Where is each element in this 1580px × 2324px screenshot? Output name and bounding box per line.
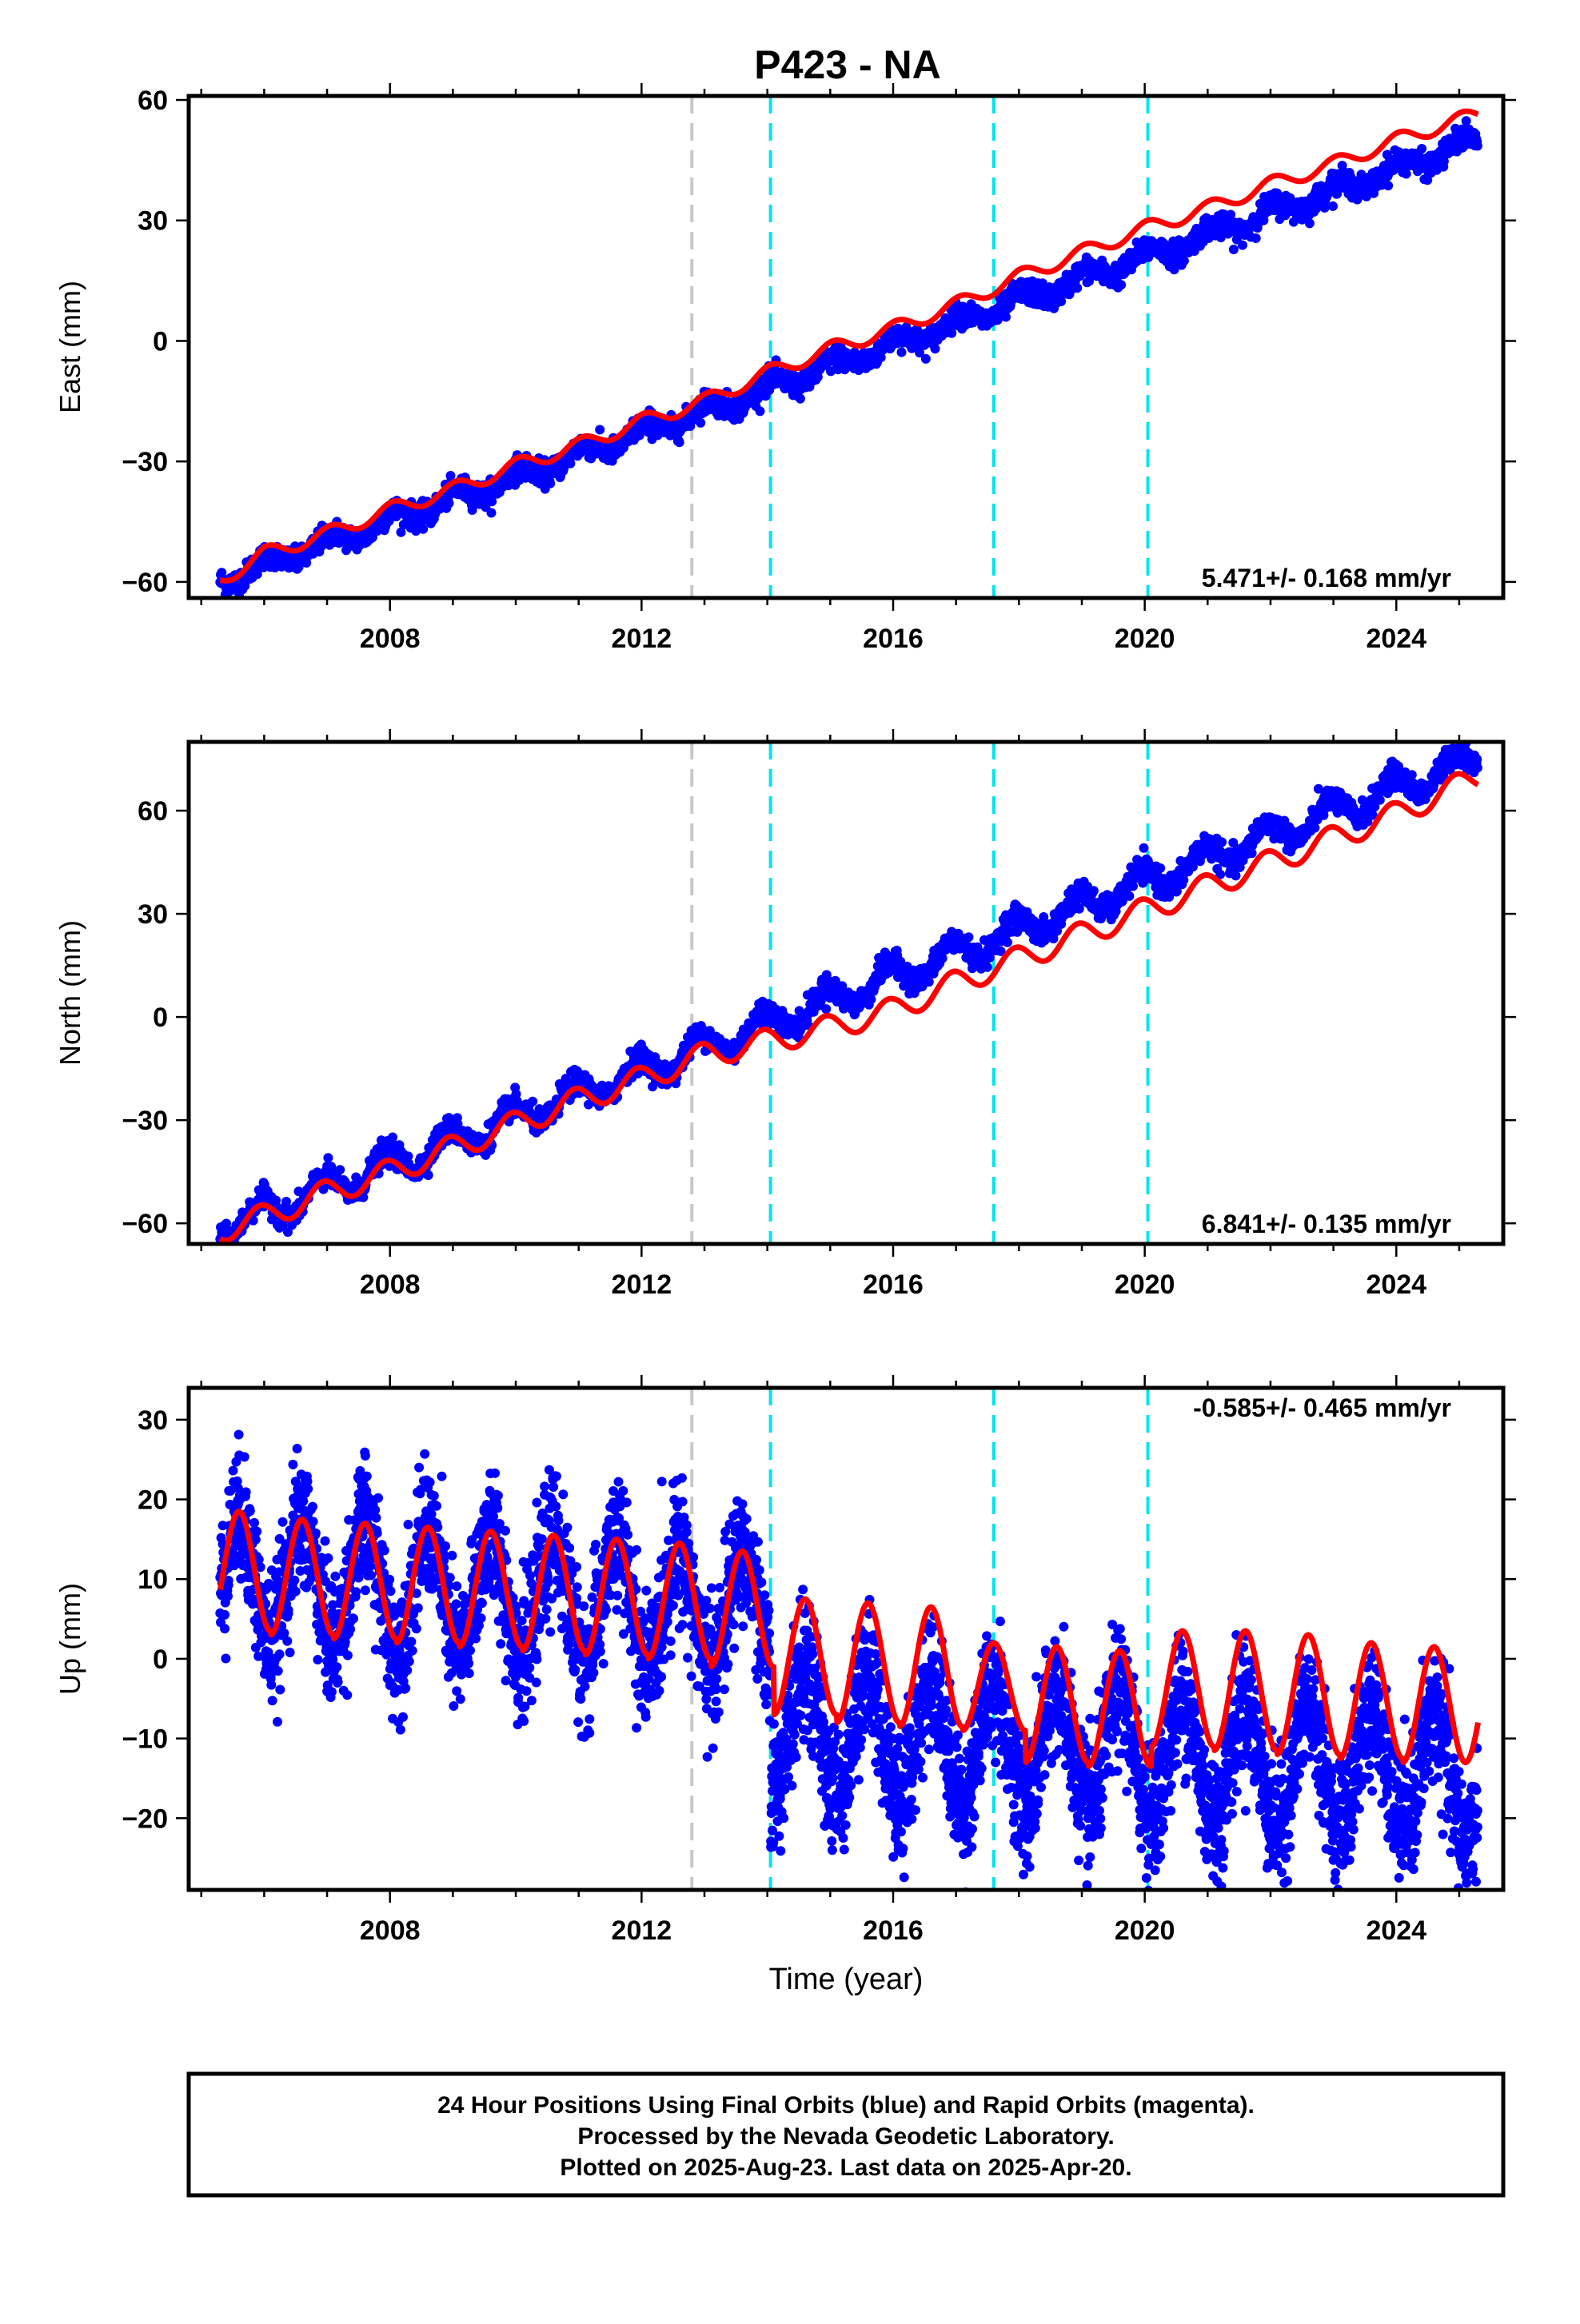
data-point [418,524,428,534]
x-tick-label: 2020 [1115,624,1175,654]
data-point [424,1170,433,1180]
data-point [528,1097,537,1106]
data-point [1238,241,1247,250]
data-point [964,932,974,942]
data-point [445,499,454,508]
y-tick-label: 0 [153,326,168,357]
data-point [1003,938,1012,947]
plot-area [215,96,1482,601]
data-point [1116,280,1126,289]
data-point [1251,233,1261,243]
data-point [225,1248,235,1258]
data-point [1001,313,1011,322]
data-point [1472,755,1482,764]
data-point [756,406,765,416]
data-point [821,1004,831,1014]
x-tick-label: 2008 [360,1270,421,1300]
data-point [1124,891,1134,901]
daily-position-points [215,116,1482,601]
data-point [947,329,956,338]
velocity-label: 5.471+/- 0.168 mm/yr [1202,564,1451,592]
y-axis-label: East (mm) [54,281,86,413]
x-tick-label: 2016 [863,1270,924,1300]
data-point [983,963,992,972]
data-point [1402,169,1411,179]
x-tick-label: 2008 [360,624,421,654]
data-point [1179,256,1189,265]
data-point [1229,245,1239,254]
data-point [1473,763,1482,772]
x-tick-label: 2024 [1366,624,1426,654]
data-point [1072,283,1082,293]
data-point [866,995,876,1004]
data-point [1217,837,1227,847]
data-point [1231,871,1241,880]
data-point [1375,795,1385,805]
data-point [1310,823,1319,833]
daily-position-points [215,738,1482,1258]
y-tick-label: −30 [122,447,168,477]
data-point [323,1153,333,1162]
east-panel: 2008 2012 2016 2020 2024 −60 −30 0 30 60 East (mm)… [54,83,1516,654]
data-point [1155,863,1165,873]
data-point [675,437,684,447]
data-point [1139,843,1149,853]
data-point [1305,218,1315,228]
data-point [1462,116,1471,126]
data-point [931,344,940,353]
data-point [335,1165,345,1174]
data-point [1417,144,1426,153]
data-point [545,479,555,488]
data-point [921,354,931,364]
x-tick-label: 2012 [612,624,672,654]
data-point [1383,181,1393,190]
data-point [1056,297,1066,306]
data-point [897,348,907,357]
y-tick-label: −60 [122,568,168,598]
data-point [1473,142,1482,151]
data-point [1328,201,1338,211]
data-point [696,418,705,428]
data-point [595,425,604,435]
plot-area [215,738,1482,1258]
data-point [796,394,805,404]
y-tick-label: 30 [138,206,168,237]
data-point [487,508,497,518]
y-tick-label: 60 [138,86,168,116]
data-point [924,977,934,987]
data-point [1089,886,1099,895]
x-tick-label: 2012 [612,1270,672,1300]
x-tick-label: 2016 [863,624,924,654]
page-title: P423 - NA [754,42,940,87]
